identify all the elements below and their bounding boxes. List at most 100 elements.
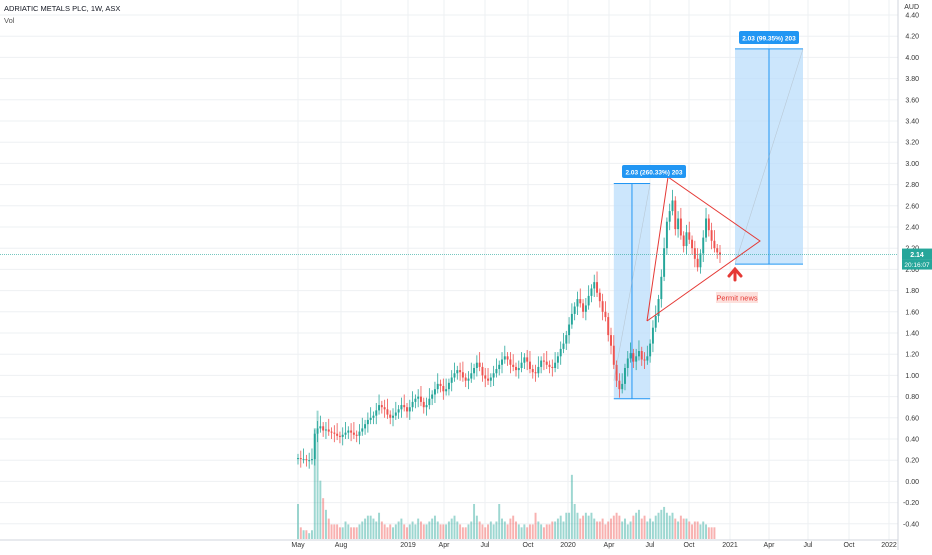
candle[interactable] (651, 327, 654, 344)
candle[interactable] (517, 367, 520, 371)
candle[interactable] (548, 364, 551, 367)
candle[interactable] (607, 317, 610, 336)
candle[interactable] (439, 383, 442, 386)
candle[interactable] (501, 359, 503, 365)
candle[interactable] (364, 424, 367, 429)
candle[interactable] (534, 372, 537, 374)
candle[interactable] (313, 433, 316, 460)
candle[interactable] (473, 367, 476, 374)
candle[interactable] (719, 252, 721, 255)
candle[interactable] (685, 232, 688, 247)
candle[interactable] (431, 394, 434, 399)
candle[interactable] (654, 316, 657, 328)
candle[interactable] (299, 458, 302, 460)
candle[interactable] (358, 431, 361, 436)
candle[interactable] (612, 345, 615, 365)
candle[interactable] (512, 364, 515, 367)
candle[interactable] (305, 459, 308, 461)
candle[interactable] (378, 405, 381, 411)
candle[interactable] (604, 311, 607, 318)
candle[interactable] (470, 373, 473, 379)
candle[interactable] (506, 356, 509, 360)
candle[interactable] (319, 426, 322, 429)
candle[interactable] (584, 305, 587, 312)
candle[interactable] (369, 417, 372, 420)
candle[interactable] (707, 218, 710, 231)
candle[interactable] (417, 396, 420, 399)
candle[interactable] (302, 459, 305, 461)
candle[interactable] (660, 276, 663, 300)
candle[interactable] (629, 353, 632, 359)
candle[interactable] (545, 361, 548, 365)
candle[interactable] (710, 230, 713, 241)
candle[interactable] (635, 356, 638, 362)
candle[interactable] (406, 407, 408, 412)
candle[interactable] (637, 351, 640, 357)
candle[interactable] (716, 248, 719, 253)
candle[interactable] (394, 412, 397, 416)
candle[interactable] (682, 235, 685, 247)
candle[interactable] (559, 348, 562, 357)
candle[interactable] (375, 410, 378, 416)
candle[interactable] (590, 288, 593, 296)
candle[interactable] (383, 407, 386, 410)
candle[interactable] (679, 218, 682, 236)
candle[interactable] (554, 362, 557, 368)
candle[interactable] (322, 426, 325, 431)
candle[interactable] (484, 375, 487, 379)
candle[interactable] (310, 459, 313, 461)
candle[interactable] (400, 405, 403, 410)
candle[interactable] (447, 382, 450, 390)
candle[interactable] (389, 414, 392, 418)
candle[interactable] (327, 429, 330, 432)
candle[interactable] (330, 431, 333, 433)
candle[interactable] (361, 428, 364, 432)
candle[interactable] (487, 378, 490, 381)
candle[interactable] (411, 401, 414, 408)
candle[interactable] (520, 362, 523, 368)
candle[interactable] (691, 239, 694, 249)
candle[interactable] (540, 360, 543, 367)
candle[interactable] (526, 357, 529, 362)
candle[interactable] (565, 335, 568, 344)
candle[interactable] (316, 428, 319, 434)
candle[interactable] (386, 409, 389, 415)
candle[interactable] (414, 398, 417, 402)
candle[interactable] (531, 369, 534, 373)
candle[interactable] (601, 301, 604, 312)
candle[interactable] (570, 313, 573, 325)
candle[interactable] (341, 434, 344, 437)
candle[interactable] (705, 218, 708, 238)
candle[interactable] (509, 359, 512, 365)
candle[interactable] (702, 237, 705, 254)
symbol-title[interactable]: ADRIATIC METALS PLC, 1W, ASX (4, 4, 121, 13)
candle[interactable] (649, 343, 652, 357)
candle[interactable] (668, 211, 671, 222)
candle[interactable] (515, 366, 517, 371)
candle[interactable] (408, 407, 411, 412)
candle[interactable] (336, 433, 339, 436)
candle[interactable] (422, 401, 425, 408)
candle[interactable] (442, 386, 445, 392)
candle[interactable] (665, 221, 668, 249)
candle[interactable] (593, 282, 596, 289)
candle[interactable] (621, 383, 624, 390)
candle[interactable] (657, 299, 660, 317)
candle[interactable] (537, 366, 540, 374)
candle[interactable] (372, 415, 375, 418)
candle[interactable] (573, 306, 576, 314)
candle[interactable] (542, 360, 545, 362)
candle[interactable] (495, 369, 498, 374)
candle[interactable] (556, 356, 559, 363)
candle[interactable] (338, 435, 341, 437)
candle[interactable] (453, 373, 456, 378)
candle[interactable] (445, 389, 448, 392)
candle[interactable] (671, 200, 674, 212)
candle[interactable] (587, 295, 590, 306)
candle[interactable] (366, 419, 369, 425)
candle[interactable] (576, 299, 579, 307)
candle[interactable] (582, 303, 585, 312)
candle[interactable] (489, 377, 492, 381)
candle[interactable] (677, 218, 680, 230)
